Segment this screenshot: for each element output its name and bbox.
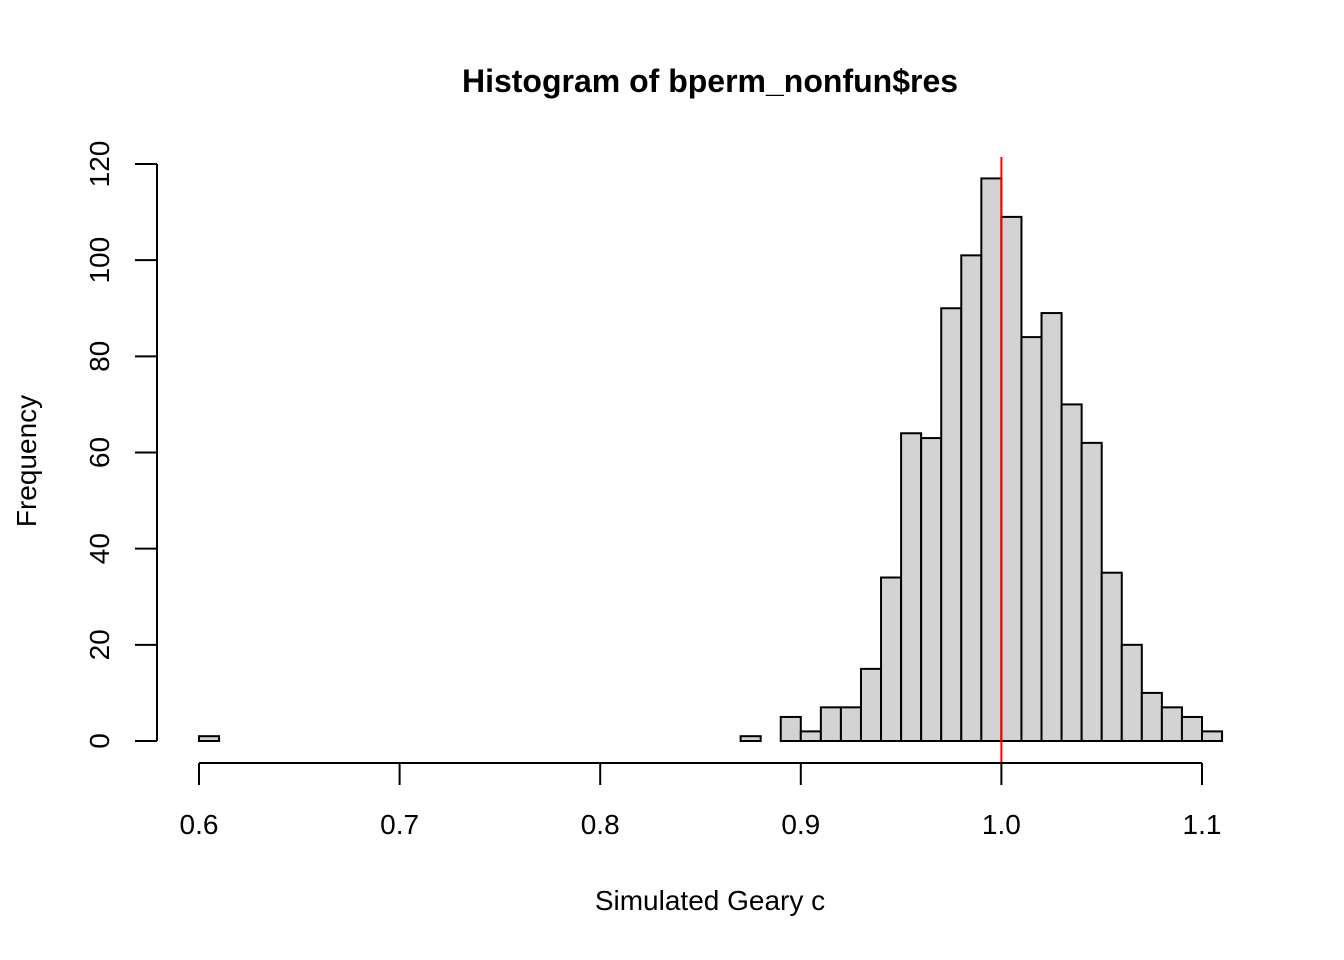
histogram-bar [819, 706, 842, 743]
y-tick-label: 0 [84, 733, 115, 749]
histogram-bar [1060, 403, 1083, 742]
histogram-bar [859, 667, 883, 742]
histogram-bar [1020, 336, 1043, 742]
histogram-bar [1000, 215, 1023, 742]
x-tick-label: 0.7 [380, 809, 419, 840]
histogram-bar [739, 735, 762, 742]
histogram-bar [880, 576, 903, 742]
histogram-bar [1040, 312, 1063, 742]
y-tick-label: 100 [84, 237, 115, 284]
x-axis: 0.6 0.7 0.8 0.9 1.0 1.1 [180, 762, 1222, 840]
x-tick-label: 1.1 [1183, 809, 1222, 840]
y-tick-label: 40 [84, 533, 115, 564]
chart-title: Histogram of bperm_nonfun$res [462, 63, 958, 99]
histogram-bar [799, 730, 822, 743]
histogram-bar [779, 715, 802, 742]
y-axis-label: Frequency [11, 395, 42, 527]
x-tick-label: 0.6 [180, 809, 219, 840]
y-tick-label: 20 [84, 629, 115, 660]
histogram-bar [1080, 441, 1103, 742]
histogram-bar [940, 307, 963, 742]
histogram-bar [839, 706, 862, 743]
histogram-bar [900, 432, 923, 742]
histogram-bar [980, 177, 1003, 743]
y-axis: 0 20 40 60 80 100 120 [84, 141, 158, 749]
y-tick-label: 120 [84, 141, 115, 188]
histogram-bar [1140, 691, 1163, 743]
histogram-bar [1100, 571, 1123, 742]
histogram-bar [1160, 706, 1183, 743]
histogram-bar [1120, 643, 1143, 742]
x-tick-label: 0.9 [781, 809, 820, 840]
histogram-bars [198, 177, 1224, 743]
histogram-bar [920, 437, 943, 742]
histogram-bar [1201, 730, 1224, 743]
x-axis-label: Simulated Geary c [595, 885, 825, 916]
histogram-bar [960, 254, 983, 742]
x-tick-label: 0.8 [581, 809, 620, 840]
y-tick-label: 80 [84, 341, 115, 372]
histogram-bar [198, 735, 221, 742]
y-tick-label: 60 [84, 437, 115, 468]
x-tick-label: 1.0 [982, 809, 1021, 840]
histogram-bar [1180, 715, 1203, 742]
